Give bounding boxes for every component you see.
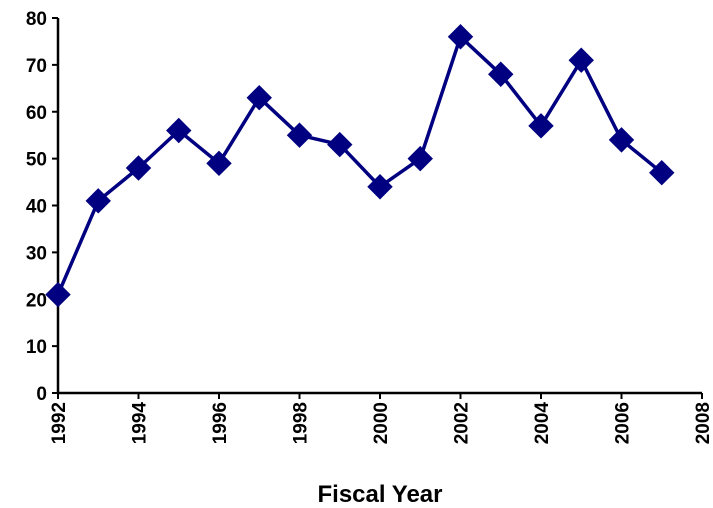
data-point-2001	[407, 145, 433, 172]
data-point-2007	[649, 159, 675, 186]
x-axis-ticks: 1992 1994 1996 1998 2000 2002 2004 2006 2008	[49, 393, 713, 444]
axes	[56, 18, 702, 395]
x-tick-label: 1998	[291, 402, 312, 444]
series-line	[56, 35, 663, 296]
data-point-1996	[206, 150, 232, 177]
data-point-2005	[568, 47, 594, 73]
y-tick-label: 70	[26, 56, 47, 77]
data-point-2003	[488, 61, 514, 87]
y-tick-label: 80	[26, 9, 47, 30]
x-tick-label: 2008	[693, 402, 713, 444]
data-point-2002	[447, 24, 474, 50]
data-point-1992	[45, 281, 71, 308]
series-layer	[45, 24, 675, 308]
x-tick-label: 2002	[452, 402, 473, 444]
y-tick-label: 60	[26, 103, 47, 124]
x-axis-title: Fiscal Year	[318, 481, 443, 508]
data-point-2006	[608, 127, 635, 153]
y-tick-label: 10	[26, 337, 47, 358]
data-point-2004	[528, 113, 554, 139]
y-axis-ticks: 0 10 20 30 40 50 60 70 80	[26, 9, 58, 405]
x-tick-label: 1992	[49, 402, 70, 444]
data-point-1994	[125, 155, 152, 181]
x-tick-label: 2006	[613, 402, 634, 444]
data-point-1997	[246, 84, 272, 111]
data-point-1998	[286, 122, 313, 148]
x-tick-label: 2000	[371, 402, 392, 444]
y-tick-label: 40	[26, 197, 47, 218]
x-tick-label: 2004	[532, 402, 553, 445]
data-point-1999	[327, 131, 353, 158]
data-point-1995	[166, 117, 192, 144]
y-tick-label: 0	[36, 384, 47, 405]
y-tick-label: 30	[26, 243, 47, 264]
data-point-1993	[85, 188, 111, 214]
x-tick-label: 1996	[210, 402, 231, 444]
y-tick-label: 20	[26, 290, 47, 311]
y-tick-label: 50	[26, 150, 47, 171]
x-tick-label: 1994	[130, 402, 151, 445]
data-point-2000	[367, 174, 393, 200]
